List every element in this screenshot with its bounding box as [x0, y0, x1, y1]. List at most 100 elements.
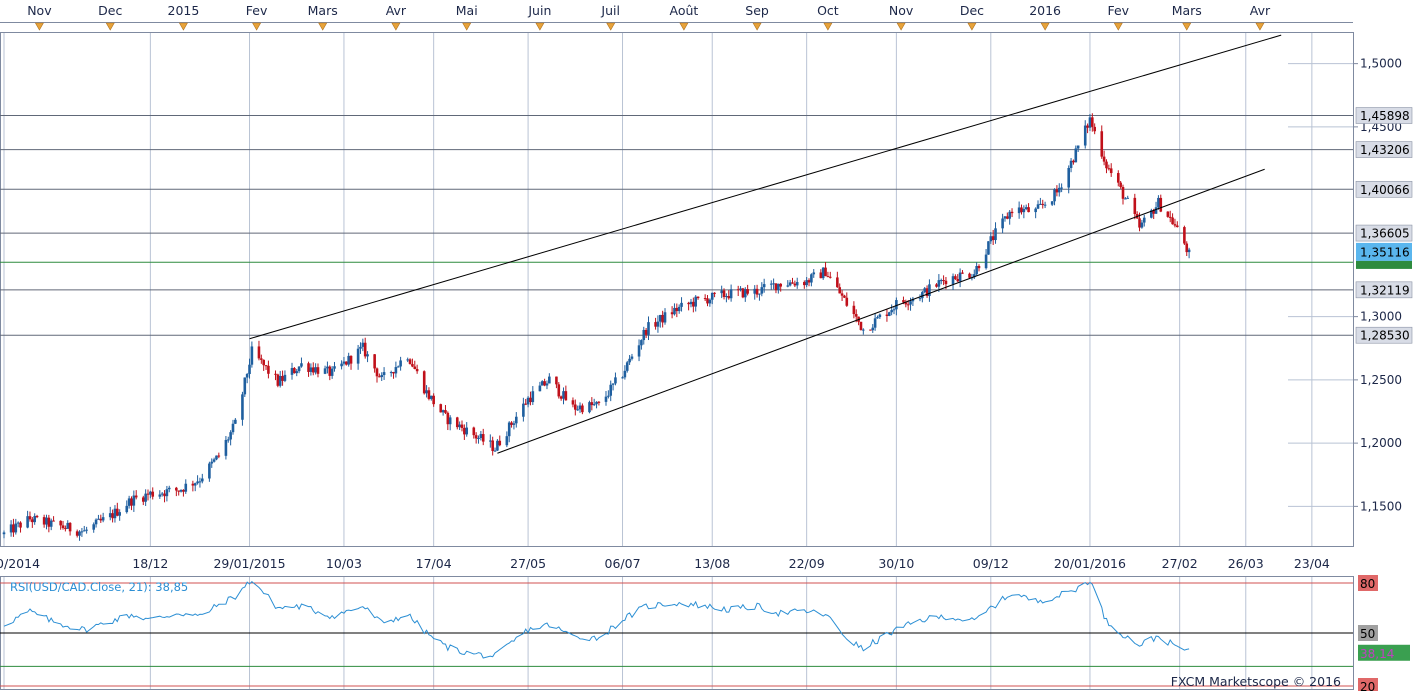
- candle-body: [873, 318, 877, 328]
- candle-body: [108, 513, 112, 518]
- candle-body: [1138, 218, 1141, 228]
- candle-body: [382, 372, 386, 376]
- candle-body: [1168, 216, 1172, 218]
- candle-body: [1142, 217, 1146, 223]
- candle-body: [130, 498, 133, 506]
- date-label: 20/01/2016: [1054, 556, 1126, 571]
- candle-body: [432, 395, 435, 405]
- candle-body: [151, 491, 155, 497]
- candle-body: [824, 267, 827, 277]
- candle-body: [1074, 148, 1078, 163]
- candle-body: [710, 292, 714, 300]
- candle-body: [607, 395, 610, 397]
- month-marker: [606, 22, 616, 31]
- candle-body: [1017, 207, 1021, 214]
- candle-body: [925, 288, 929, 297]
- candle-body: [1083, 125, 1087, 146]
- candle-body: [522, 403, 525, 417]
- candle-body: [307, 363, 310, 372]
- candle-body: [793, 283, 797, 286]
- candle-body: [97, 518, 100, 520]
- candle-body: [1043, 204, 1047, 206]
- candle-body: [184, 483, 188, 492]
- candle-body: [687, 302, 690, 305]
- month-label: Avr: [1250, 3, 1271, 18]
- candle-body: [562, 391, 565, 399]
- candle-body: [160, 493, 164, 495]
- candle-body: [987, 241, 990, 255]
- date-label: 10/03: [326, 556, 362, 571]
- candle-body: [234, 419, 237, 424]
- candle-body: [496, 440, 499, 451]
- candle-body: [477, 438, 480, 440]
- candle-body: [1166, 211, 1170, 217]
- candle-body: [231, 423, 235, 433]
- candle-body: [791, 282, 794, 284]
- candle-body: [243, 377, 247, 395]
- candle-body: [755, 288, 759, 295]
- month-marker: [967, 22, 977, 31]
- candle-body: [61, 525, 65, 529]
- candle-body: [574, 404, 577, 410]
- rsi-level-tag: [1358, 575, 1378, 591]
- candle-body: [217, 455, 221, 457]
- candle-body: [281, 375, 284, 381]
- date-label: 18/12: [132, 556, 168, 571]
- candle-body: [595, 401, 598, 405]
- candle-body: [2, 532, 6, 535]
- candle-body: [333, 366, 336, 369]
- candle-body: [101, 517, 105, 521]
- candle-body: [630, 356, 634, 359]
- candle-body: [588, 402, 591, 413]
- candle-body: [828, 276, 832, 278]
- current-price-tag: [1356, 242, 1412, 261]
- level-price-tag: [1355, 180, 1413, 198]
- candle-body: [425, 390, 428, 394]
- candle-body: [489, 440, 492, 442]
- candle-body: [1185, 243, 1189, 253]
- month-marker: [462, 22, 472, 31]
- candle-body: [361, 342, 365, 347]
- rsi-current-tag: [1358, 644, 1410, 661]
- candle-body: [191, 483, 195, 486]
- candle-body: [125, 505, 129, 513]
- month-marker: [1113, 22, 1123, 31]
- candle-body: [1091, 117, 1094, 127]
- candle-body: [316, 367, 320, 374]
- candle-body: [415, 368, 419, 372]
- candle-body: [1024, 207, 1028, 210]
- candle-body: [250, 346, 254, 365]
- candle-body: [746, 289, 749, 294]
- candle-body: [85, 529, 88, 531]
- candle-body: [78, 531, 81, 536]
- month-label: Avr: [386, 3, 407, 18]
- candle-body: [444, 410, 447, 413]
- candle-body: [1069, 160, 1073, 169]
- candle-body: [984, 254, 988, 269]
- candle-body: [66, 522, 70, 529]
- channel-trend-lines: [249, 34, 1282, 454]
- candle-body: [1121, 186, 1125, 199]
- candle-body: [942, 280, 945, 282]
- candle-body: [512, 423, 516, 425]
- candle-body: [795, 282, 799, 286]
- candle-body: [1102, 156, 1106, 162]
- candle-body: [696, 296, 700, 299]
- candle-body: [481, 434, 485, 442]
- candle-body: [295, 371, 299, 374]
- candle-body: [413, 366, 417, 369]
- candle-body: [887, 312, 891, 316]
- candle-body: [609, 384, 613, 396]
- candle-body: [545, 383, 549, 386]
- candle-body: [380, 375, 384, 378]
- candle-body: [49, 520, 53, 527]
- month-marker: [752, 22, 762, 31]
- upper-channel-line: [249, 34, 1282, 340]
- candle-body: [491, 440, 494, 451]
- candle-body: [680, 302, 683, 307]
- candle-body: [673, 307, 676, 315]
- month-label: 2015: [168, 3, 200, 18]
- candle-body: [300, 363, 303, 367]
- month-marker: [34, 22, 44, 31]
- candle-body: [406, 359, 409, 361]
